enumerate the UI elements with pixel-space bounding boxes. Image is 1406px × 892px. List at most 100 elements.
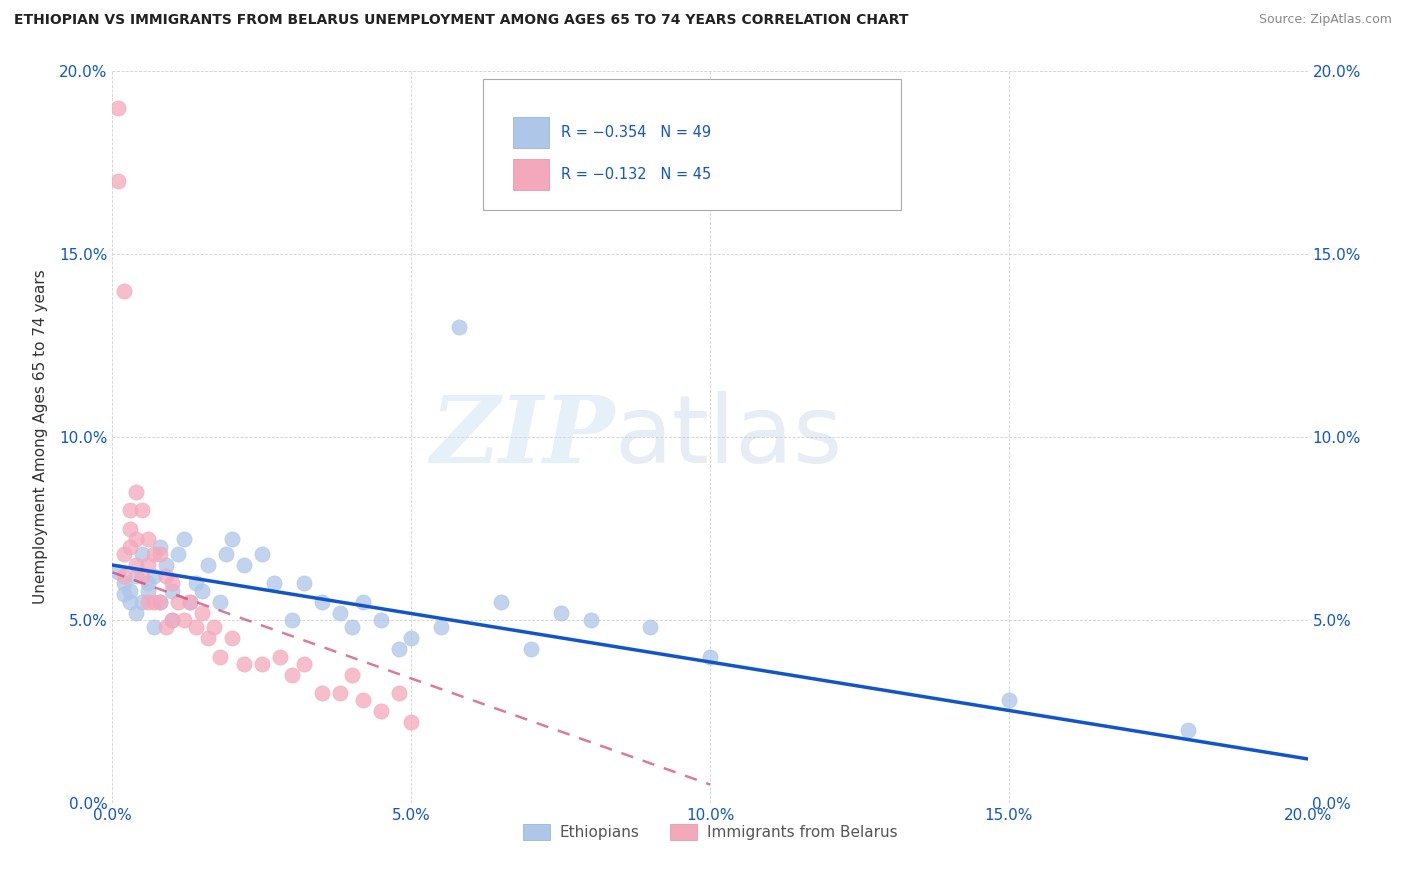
Point [191, 606, 214, 620]
Point [179, 594, 201, 608]
Point [125, 606, 148, 620]
Point [120, 594, 142, 608]
Point [250, 657, 273, 671]
Point [143, 547, 166, 561]
Point [143, 569, 166, 583]
Point [209, 649, 232, 664]
Point [401, 632, 423, 646]
Point [125, 533, 148, 547]
Point [353, 594, 375, 608]
Point [114, 576, 135, 591]
Point [250, 547, 273, 561]
Point [131, 594, 153, 608]
Point [155, 569, 177, 583]
Point [138, 594, 160, 608]
Point [131, 569, 153, 583]
Point [263, 576, 285, 591]
Point [114, 547, 135, 561]
Point [125, 569, 148, 583]
Bar [513, 159, 548, 190]
Point [520, 642, 543, 657]
Point [292, 657, 315, 671]
Point [162, 576, 183, 591]
Point [114, 569, 135, 583]
Point [173, 533, 195, 547]
Text: Source: ZipAtlas.com: Source: ZipAtlas.com [1258, 13, 1392, 27]
Point [370, 613, 392, 627]
Point [281, 667, 304, 681]
Point [167, 547, 190, 561]
Point [370, 705, 392, 719]
Text: ZIP: ZIP [430, 392, 614, 482]
Point [179, 594, 201, 608]
Point [340, 620, 363, 634]
Point [114, 587, 135, 601]
Point [138, 558, 160, 573]
Point [138, 533, 160, 547]
Point [1177, 723, 1199, 737]
Point [186, 620, 208, 634]
Point [155, 558, 177, 573]
Point [699, 649, 721, 664]
Point [138, 583, 160, 598]
Point [197, 632, 219, 646]
Point [143, 620, 166, 634]
Text: R = −0.354   N = 49: R = −0.354 N = 49 [561, 125, 711, 140]
Point [191, 583, 214, 598]
Point [311, 686, 333, 700]
Point [167, 594, 190, 608]
Point [107, 566, 129, 580]
Point [107, 101, 129, 115]
Point [281, 613, 304, 627]
Point [149, 540, 172, 554]
Point [430, 620, 453, 634]
Point [149, 594, 172, 608]
Y-axis label: Unemployment Among Ages 65 to 74 years: Unemployment Among Ages 65 to 74 years [34, 269, 48, 605]
Point [125, 485, 148, 500]
Point [114, 284, 135, 298]
Point [269, 649, 291, 664]
Point [340, 667, 363, 681]
Point [221, 632, 243, 646]
Point [162, 613, 183, 627]
Legend: Ethiopians, Immigrants from Belarus: Ethiopians, Immigrants from Belarus [517, 818, 903, 847]
Point [388, 642, 411, 657]
Point [120, 521, 142, 535]
Text: R = −0.132   N = 45: R = −0.132 N = 45 [561, 167, 711, 182]
Point [579, 613, 602, 627]
Point [221, 533, 243, 547]
Point [149, 594, 172, 608]
Point [155, 620, 177, 634]
Point [131, 547, 153, 561]
Point [329, 686, 352, 700]
Text: atlas: atlas [614, 391, 842, 483]
Point [186, 576, 208, 591]
Point [209, 594, 232, 608]
Point [162, 583, 183, 598]
Point [162, 613, 183, 627]
Point [138, 576, 160, 591]
Point [120, 583, 142, 598]
Point [233, 558, 256, 573]
Bar [513, 118, 548, 148]
Point [202, 620, 225, 634]
Point [998, 693, 1021, 707]
Point [120, 503, 142, 517]
Point [197, 558, 219, 573]
Point [215, 547, 238, 561]
Point [233, 657, 256, 671]
FancyBboxPatch shape [484, 78, 901, 211]
Point [125, 558, 148, 573]
Point [449, 320, 471, 334]
Point [401, 715, 423, 730]
Point [550, 606, 572, 620]
Point [173, 613, 195, 627]
Point [120, 540, 142, 554]
Point [329, 606, 352, 620]
Point [311, 594, 333, 608]
Point [388, 686, 411, 700]
Point [292, 576, 315, 591]
Point [131, 503, 153, 517]
Point [143, 594, 166, 608]
Point [489, 594, 512, 608]
